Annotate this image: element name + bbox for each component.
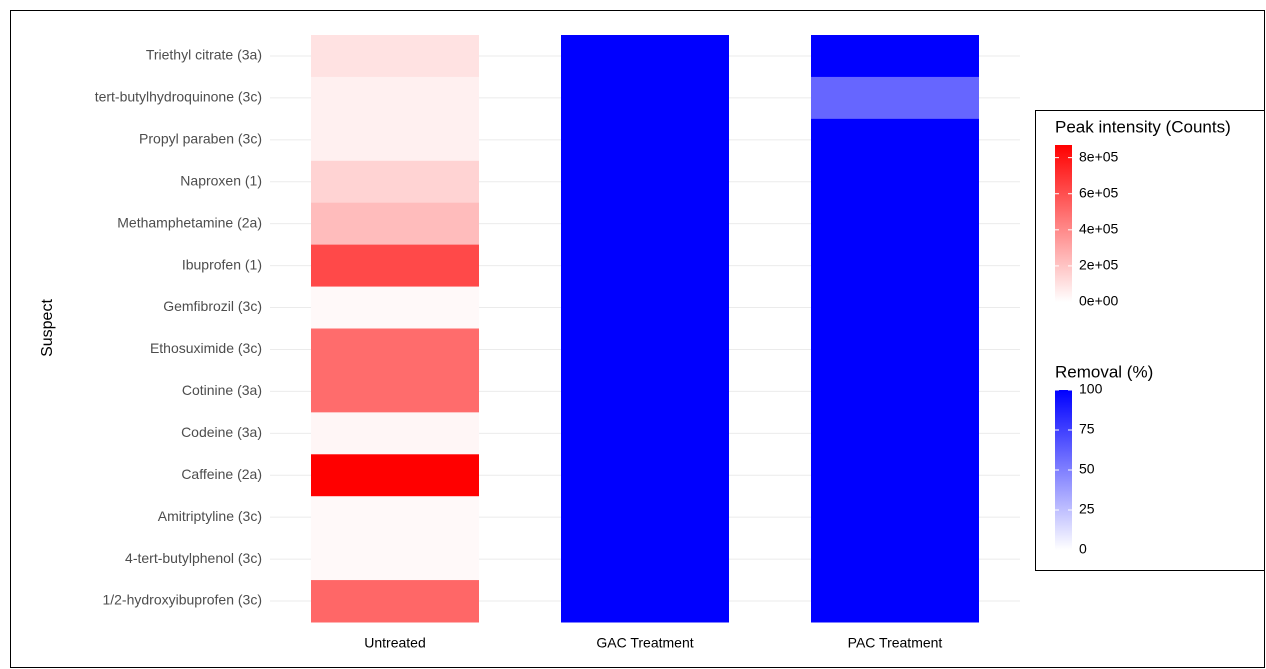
tile [811, 118, 979, 162]
legend-tick-label: 0 [1079, 541, 1087, 557]
y-tick-label: Triethyl citrate (3a) [146, 47, 262, 63]
tile [311, 244, 479, 288]
legend-box [1035, 110, 1265, 571]
y-tick-label: Codeine (3a) [181, 424, 262, 440]
tile [311, 370, 479, 413]
tile [561, 244, 729, 288]
legend-tick-label: 8e+05 [1079, 148, 1119, 164]
y-tick-label: Amitriptyline (3c) [158, 508, 262, 524]
tile [561, 496, 729, 539]
tile [311, 412, 479, 455]
tile [311, 496, 479, 539]
tile [561, 454, 729, 497]
tile [311, 160, 479, 204]
tile [561, 76, 729, 120]
tile [811, 244, 979, 288]
x-tick-label: Untreated [364, 635, 425, 651]
y-tick-label: Methamphetamine (2a) [117, 214, 262, 230]
tile [811, 35, 979, 78]
tile [311, 538, 479, 581]
tile [311, 286, 479, 329]
legend-tick-label: 25 [1079, 501, 1095, 517]
x-tick-label: PAC Treatment [848, 635, 943, 651]
tile [811, 580, 979, 623]
y-tick-label: Ibuprofen (1) [182, 256, 262, 272]
legend-title: Removal (%) [1055, 362, 1153, 381]
legend-tick-label: 50 [1079, 461, 1095, 477]
legend-tick-label: 0e+00 [1079, 293, 1119, 309]
tile [311, 76, 479, 120]
tile [311, 328, 479, 371]
y-tick-label: 4-tert-butylphenol (3c) [125, 550, 262, 566]
tile [561, 286, 729, 329]
tile [561, 328, 729, 371]
legend-tick-label: 75 [1079, 421, 1095, 437]
tile [561, 412, 729, 455]
y-tick-label: Naproxen (1) [180, 172, 262, 188]
tile [311, 35, 479, 78]
colorbar [1055, 390, 1072, 550]
y-axis-label: Suspect [39, 299, 56, 357]
colorbar [1055, 145, 1072, 302]
tile [811, 538, 979, 581]
x-tick-label: GAC Treatment [596, 635, 693, 651]
tile [811, 496, 979, 539]
tile [561, 118, 729, 162]
legend-tick-label: 6e+05 [1079, 184, 1119, 200]
tile [811, 454, 979, 497]
tile [561, 580, 729, 623]
tile [561, 35, 729, 78]
y-tick-label: Caffeine (2a) [181, 466, 262, 482]
y-tick-label: 1/2-hydroxyibuprofen (3c) [102, 592, 262, 608]
legend-tick-label: 2e+05 [1079, 257, 1119, 273]
legend-title: Peak intensity (Counts) [1055, 117, 1231, 136]
y-tick-label: Ethosuximide (3c) [150, 340, 262, 356]
tile [811, 286, 979, 329]
tile [311, 580, 479, 623]
y-tick-label: Propyl paraben (3c) [139, 131, 262, 147]
tile [561, 202, 729, 246]
tile [561, 538, 729, 581]
tile [311, 202, 479, 246]
tile [311, 454, 479, 497]
legend-tick-label: 100 [1079, 381, 1103, 397]
y-tick-label: Cotinine (3a) [182, 382, 262, 398]
tile [811, 76, 979, 120]
y-tick-label: tert-butylhydroquinone (3c) [95, 89, 262, 105]
tile [811, 202, 979, 246]
tile [811, 328, 979, 371]
y-tick-label: Gemfibrozil (3c) [163, 298, 262, 314]
legend-tick-label: 4e+05 [1079, 221, 1119, 237]
tile [561, 160, 729, 204]
tile [811, 160, 979, 204]
tile [311, 118, 479, 162]
tile [811, 412, 979, 455]
tile [811, 370, 979, 413]
tile [561, 370, 729, 413]
